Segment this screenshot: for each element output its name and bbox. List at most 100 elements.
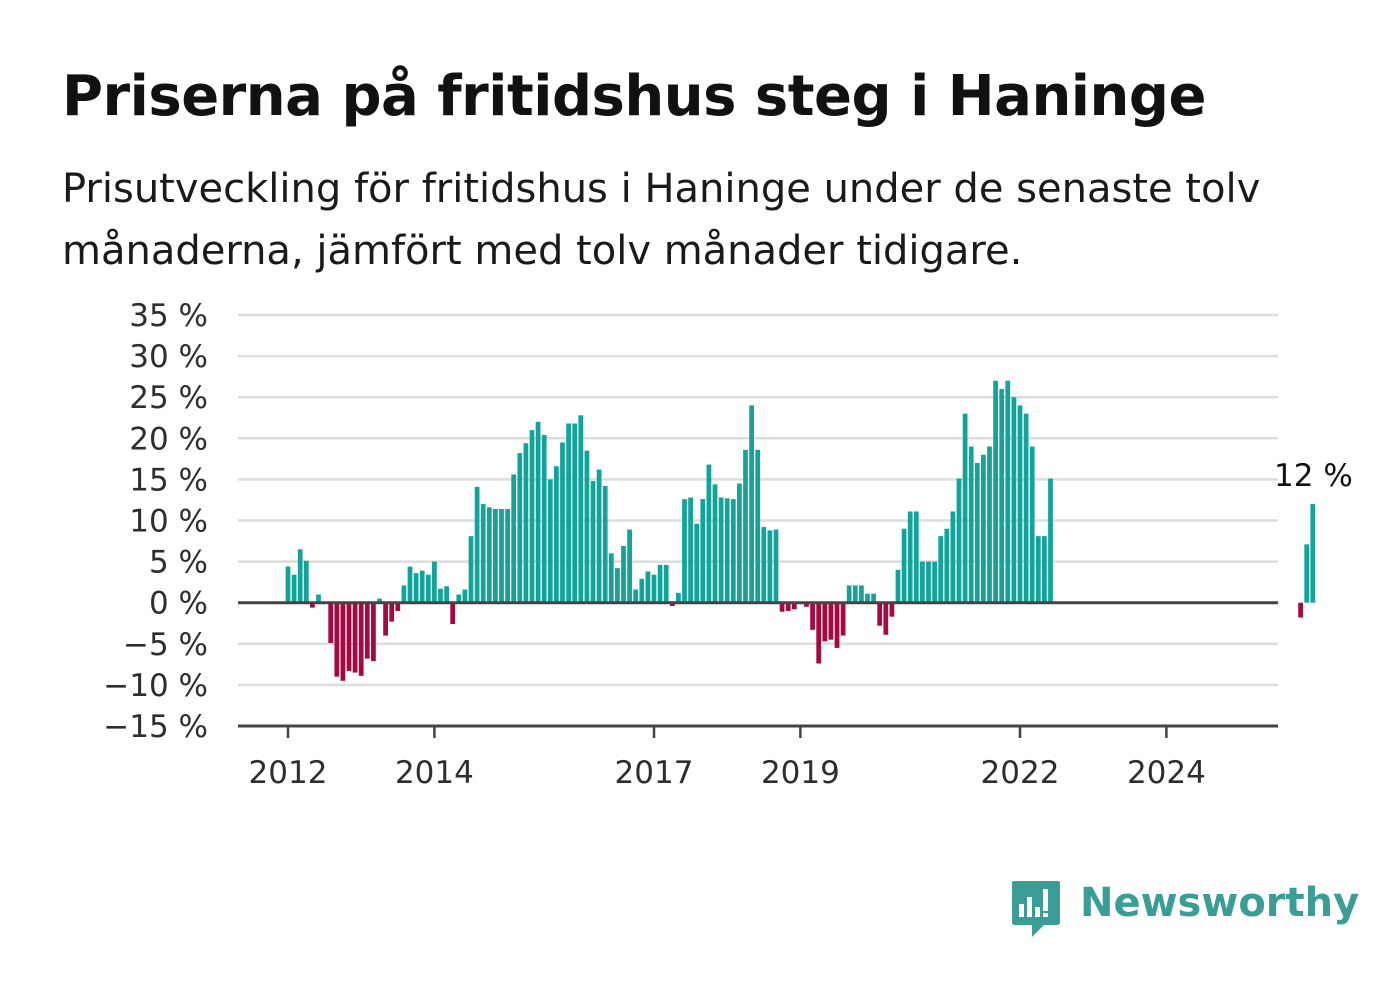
bar	[590, 481, 596, 603]
bar	[413, 573, 419, 603]
bar	[944, 528, 950, 603]
bar	[676, 592, 681, 603]
bar	[889, 602, 895, 617]
bar	[712, 484, 718, 603]
y-tick-label: 0 %	[149, 586, 208, 622]
bar	[432, 561, 437, 603]
bar	[737, 483, 742, 603]
bar	[1017, 405, 1023, 603]
bar	[724, 498, 730, 603]
bar	[1029, 446, 1035, 603]
bar	[1048, 478, 1053, 603]
bar	[401, 585, 407, 603]
bar	[358, 602, 364, 676]
y-tick-label: 15 %	[129, 462, 208, 498]
bar	[840, 602, 846, 636]
bar	[541, 435, 547, 603]
bar	[938, 536, 944, 603]
bar	[633, 589, 639, 603]
bar	[371, 602, 376, 662]
bar	[389, 602, 395, 622]
bar	[657, 564, 663, 603]
y-tick-label: −15 %	[103, 709, 208, 745]
bar	[474, 486, 480, 603]
x-tick-label: 2017	[615, 755, 694, 791]
bar	[456, 594, 462, 603]
bar-series	[285, 380, 1316, 681]
bar	[511, 474, 517, 603]
bar	[316, 594, 321, 603]
bar	[828, 602, 834, 640]
bar	[871, 593, 876, 603]
bar	[383, 602, 388, 636]
bar	[615, 568, 620, 603]
bar	[407, 566, 413, 603]
bar	[669, 602, 675, 606]
y-tick-label: 5 %	[149, 545, 208, 581]
bar	[602, 485, 608, 603]
bar	[810, 602, 815, 630]
bar	[291, 574, 297, 603]
y-tick-label: 30 %	[129, 339, 208, 375]
bar	[523, 443, 529, 603]
bar	[328, 602, 334, 643]
bar	[761, 527, 767, 603]
x-tick-label: 2024	[1127, 755, 1206, 791]
bar	[303, 560, 309, 603]
bar	[785, 602, 791, 611]
bar	[529, 430, 535, 603]
bar	[377, 598, 382, 603]
bar	[639, 578, 645, 603]
bar	[688, 497, 693, 603]
bar	[816, 602, 822, 664]
y-tick-label: −5 %	[123, 627, 208, 663]
bar	[285, 566, 291, 603]
bar	[1011, 397, 1017, 603]
bar	[706, 464, 712, 603]
bar	[834, 602, 840, 648]
bar	[883, 602, 889, 635]
bar	[779, 602, 785, 612]
bar	[968, 446, 974, 603]
bar	[450, 602, 456, 625]
bar	[987, 446, 992, 603]
bar	[852, 585, 858, 603]
bar	[993, 380, 998, 603]
bar	[907, 511, 913, 603]
chart-title: Priserna på fritidshus steg i Haninge	[62, 64, 1206, 129]
bar	[1035, 536, 1041, 603]
bar	[1310, 504, 1316, 603]
bar	[560, 442, 565, 603]
bar	[1298, 602, 1303, 618]
bar	[791, 602, 797, 610]
bar	[547, 479, 553, 603]
bar	[730, 499, 736, 603]
bar	[743, 449, 748, 603]
bar	[932, 561, 937, 603]
bar	[596, 469, 602, 603]
bar	[682, 499, 687, 603]
bar	[462, 589, 468, 603]
bar	[718, 497, 724, 603]
bar	[749, 405, 754, 603]
newsworthy-logo-icon	[1012, 881, 1060, 937]
bar	[395, 602, 401, 611]
bar	[627, 529, 632, 603]
bar	[346, 602, 352, 671]
bar	[663, 564, 669, 603]
bar	[578, 415, 584, 603]
bar	[913, 511, 919, 603]
y-tick-label: 35 %	[129, 298, 208, 334]
bar	[920, 561, 925, 603]
value-annotation: 12 %	[1274, 458, 1353, 494]
y-tick-label: 10 %	[129, 504, 208, 540]
bar	[468, 536, 474, 603]
bar	[950, 511, 956, 603]
bar	[340, 602, 346, 681]
bar	[334, 602, 340, 677]
bar	[962, 413, 968, 603]
bar	[444, 586, 449, 603]
bar	[877, 602, 883, 626]
bar	[694, 523, 700, 603]
bar	[1023, 413, 1029, 603]
